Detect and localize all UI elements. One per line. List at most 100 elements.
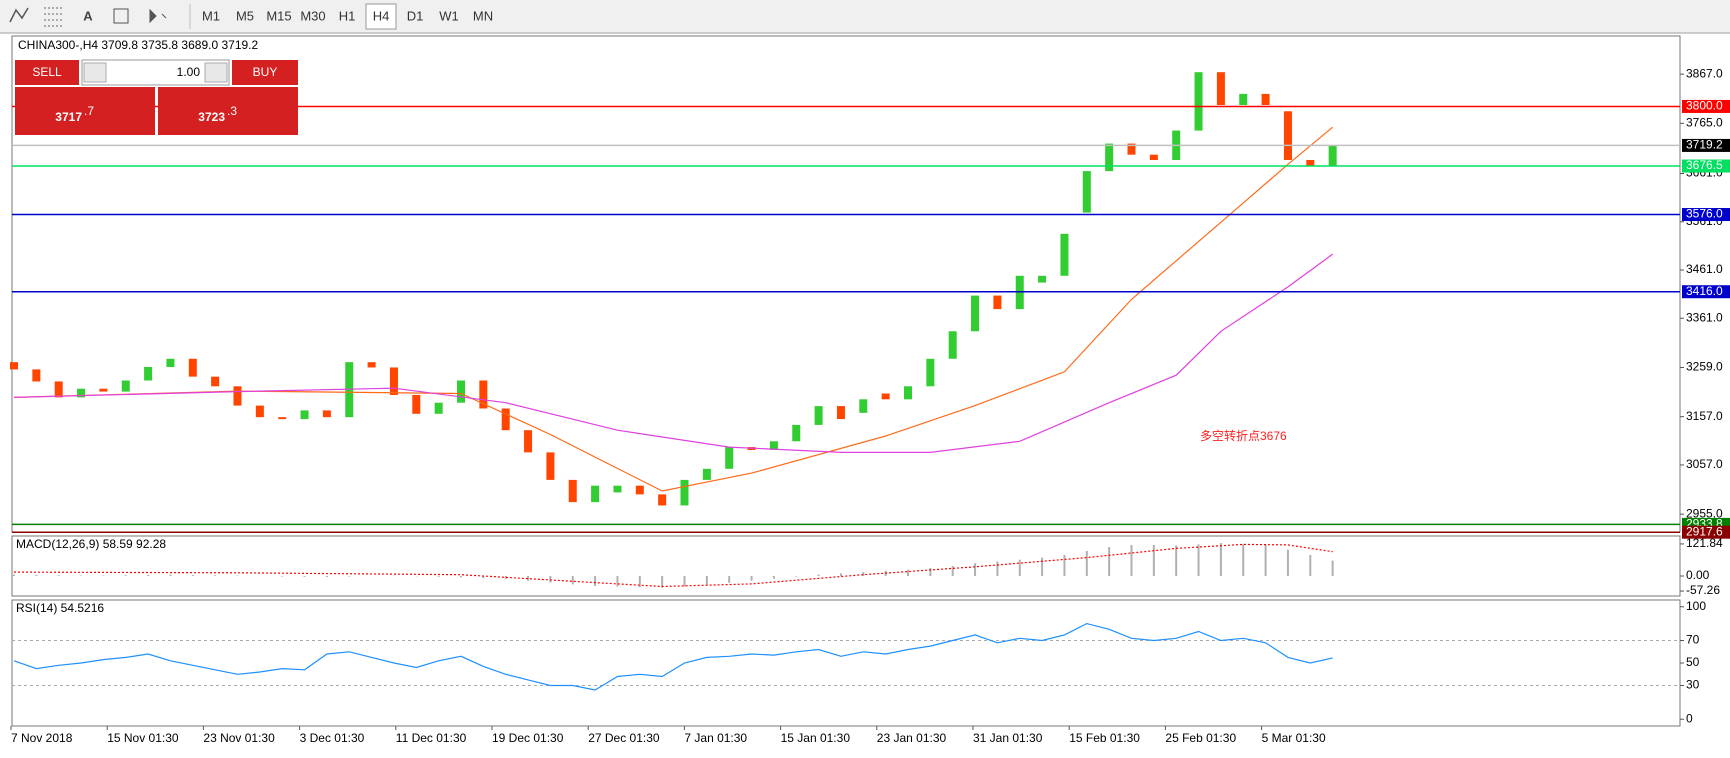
candle — [881, 393, 890, 400]
toolbar-bg — [0, 0, 1730, 33]
arrows-tool-icon[interactable] — [149, 8, 167, 24]
candle — [993, 295, 1002, 310]
price-label-bg — [1682, 525, 1730, 539]
candle — [948, 331, 957, 359]
candle — [769, 441, 778, 450]
candle — [836, 406, 845, 420]
sell-button[interactable] — [15, 60, 79, 85]
candle — [1038, 275, 1047, 283]
buy-label[interactable]: BUY — [253, 65, 278, 79]
candle — [1149, 154, 1158, 160]
price-label: 3719.2 — [1686, 138, 1723, 152]
price-label: 3800.0 — [1686, 99, 1723, 113]
volume-up[interactable] — [204, 62, 228, 83]
candle — [971, 295, 980, 332]
candle — [389, 367, 398, 395]
timeframe-button[interactable]: M30 — [300, 8, 325, 23]
label-tool-icon[interactable] — [113, 8, 129, 24]
fib-tool-icon[interactable] — [44, 7, 62, 27]
moving-average — [13, 253, 1334, 453]
candle — [10, 362, 18, 370]
candle — [278, 417, 287, 420]
text-tool[interactable]: A — [83, 8, 93, 23]
macd-pane-frame — [11, 535, 1681, 597]
timeframe-button[interactable]: W1 — [439, 8, 459, 23]
price-label-bg — [1682, 159, 1730, 173]
volume-value[interactable]: 1.00 — [177, 65, 201, 79]
price-label: 2917.6 — [1686, 524, 1723, 538]
volume-down[interactable] — [83, 62, 107, 83]
timeframe-selected — [365, 3, 397, 30]
y-tick-label: 3765.0 — [1686, 116, 1723, 130]
bid-box[interactable] — [15, 87, 155, 135]
timeframe-button[interactable]: M5 — [236, 8, 254, 23]
time-label: 23 Nov 01:30 — [203, 731, 275, 745]
candle — [1239, 93, 1248, 105]
candle — [188, 358, 197, 377]
sell-label[interactable]: SELL — [32, 65, 62, 79]
candle — [702, 468, 711, 480]
y-tick-label: 3461.0 — [1686, 262, 1723, 276]
candle — [1105, 143, 1114, 172]
candle — [1283, 111, 1292, 160]
timeframe-button[interactable]: H1 — [339, 8, 356, 23]
timeframe-button[interactable]: M1 — [202, 8, 220, 23]
y-tick-label: 3259.0 — [1686, 360, 1723, 374]
candle — [1306, 160, 1315, 166]
y-tick-label: 50 — [1686, 655, 1700, 669]
time-label: 23 Jan 01:30 — [877, 731, 947, 745]
candle — [300, 410, 309, 420]
candle — [926, 358, 935, 387]
y-tick-label: 70 — [1686, 633, 1700, 647]
timeframe-button[interactable]: D1 — [407, 8, 424, 23]
line-tool-icon[interactable] — [9, 7, 29, 23]
candle — [568, 479, 577, 503]
time-label: 15 Nov 01:30 — [107, 731, 179, 745]
candle — [99, 388, 108, 392]
candle — [121, 380, 130, 392]
y-tick-label: 30 — [1686, 678, 1700, 692]
time-label: 15 Jan 01:30 — [781, 731, 851, 745]
timeframe-button[interactable]: M15 — [266, 8, 291, 23]
candle — [32, 369, 41, 382]
candle — [591, 485, 600, 503]
candle — [904, 386, 912, 400]
candle — [1194, 72, 1203, 131]
candle — [546, 452, 555, 480]
trade-panel: SELL 1.00 BUY 3717 .7 3723 .3 — [15, 59, 298, 135]
candle — [1216, 72, 1225, 105]
candle — [255, 405, 264, 418]
price-label-bg — [1682, 285, 1730, 299]
ask-price-fraction: .3 — [227, 104, 237, 118]
timeframe-button[interactable]: H4 — [373, 8, 390, 23]
candle — [658, 494, 667, 506]
price-label-bg — [1682, 99, 1730, 113]
symbol-info: CHINA300-,H4 3709.8 3735.8 3689.0 3719.2 — [18, 38, 259, 52]
ask-box[interactable] — [158, 87, 298, 135]
ask-price-main: 3723 — [198, 110, 225, 124]
candle — [367, 362, 376, 368]
candle — [613, 485, 622, 493]
rsi-line — [13, 622, 1333, 691]
pane-title: RSI(14) 54.5216 — [16, 601, 104, 615]
toolbar: A M1 M5 M15 M30 H1 H4 D1 W1 MN — [0, 0, 1730, 34]
time-label: 25 Feb 01:30 — [1165, 731, 1236, 745]
time-label: 7 Jan 01:30 — [684, 731, 747, 745]
timeframe-button[interactable]: MN — [473, 8, 493, 23]
candle — [1082, 171, 1091, 213]
candle — [1261, 93, 1270, 105]
time-label: 7 Nov 2018 — [11, 731, 73, 745]
y-tick-label: 3157.0 — [1686, 409, 1723, 423]
candle — [680, 479, 689, 506]
y-tick-label: 3057.0 — [1686, 457, 1723, 471]
y-tick-label: 3361.0 — [1686, 310, 1723, 324]
y-tick-label: 0.00 — [1686, 568, 1710, 582]
candle — [635, 485, 644, 495]
candle — [501, 408, 510, 431]
buy-button[interactable] — [232, 60, 298, 85]
bid-price-fraction: .7 — [84, 104, 94, 118]
y-tick-label: 100 — [1686, 599, 1706, 613]
y-tick-label: 2955.0 — [1686, 506, 1723, 520]
candle — [725, 447, 734, 469]
